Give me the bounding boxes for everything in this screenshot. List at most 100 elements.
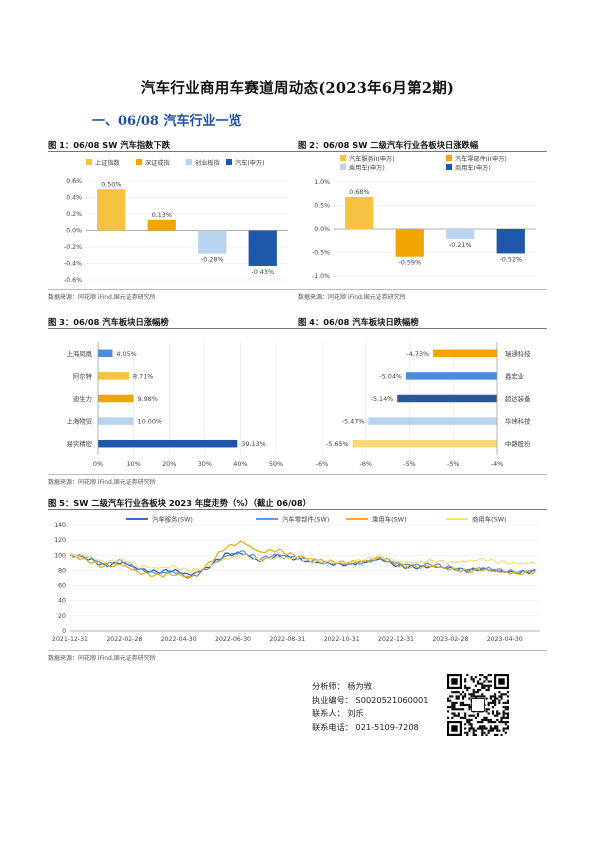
category-label: 阿尔特 xyxy=(73,371,93,380)
qr-module xyxy=(455,708,458,711)
qr-module xyxy=(491,727,495,730)
qr-module xyxy=(453,691,456,694)
qr-module xyxy=(470,695,473,698)
qr-module xyxy=(468,714,471,717)
qr-module xyxy=(506,695,509,698)
qr-module xyxy=(466,733,469,736)
data-label: 8.71% xyxy=(133,372,153,380)
data-label: 10.00% xyxy=(138,418,162,426)
qr-module xyxy=(487,703,490,707)
legend-label: 汽车零部件(SW) xyxy=(282,515,329,524)
y-tick-label: -0.2% xyxy=(64,244,82,251)
qr-module xyxy=(470,723,473,726)
y-tick-label: 60 xyxy=(58,583,66,590)
legend-swatch xyxy=(340,155,346,161)
x-tick-label: 30% xyxy=(198,460,212,468)
qr-module xyxy=(500,695,503,698)
qr-module xyxy=(481,718,484,722)
qr-module xyxy=(498,712,501,715)
x-tick-label: 2023-02-28 xyxy=(432,636,468,643)
bar xyxy=(395,229,424,257)
qr-module xyxy=(474,676,477,679)
qr-module xyxy=(498,721,501,724)
category-label: 鑫宏业 xyxy=(505,371,525,380)
category-label: 中路股份 xyxy=(505,439,531,448)
qr-module xyxy=(449,706,452,709)
qr-module xyxy=(489,695,492,698)
qr-module xyxy=(483,680,486,683)
qr-module xyxy=(485,688,488,692)
y-tick-label: 0.0% xyxy=(314,226,330,233)
qr-module xyxy=(494,703,497,707)
qr-module xyxy=(479,727,482,730)
qr-module xyxy=(451,716,454,719)
qr-module xyxy=(489,701,492,704)
bar xyxy=(397,394,497,403)
qr-module xyxy=(481,721,484,724)
qr-module xyxy=(491,699,495,702)
qr-module xyxy=(479,725,482,728)
qr-module xyxy=(506,708,509,711)
qr-module xyxy=(504,716,507,719)
qr-module xyxy=(496,714,499,717)
qr-module xyxy=(479,682,482,685)
qr-module xyxy=(491,729,495,732)
legend-swatch xyxy=(446,155,452,161)
qr-module xyxy=(485,697,488,700)
qr-module xyxy=(489,725,492,728)
qr-module xyxy=(487,686,490,689)
qr-module xyxy=(489,684,492,687)
qr-code-icon xyxy=(447,674,509,736)
qr-module xyxy=(474,733,477,736)
qr-module xyxy=(481,731,484,734)
qr-module xyxy=(461,703,465,707)
qr-module xyxy=(483,686,486,689)
qr-module xyxy=(491,695,495,698)
license-number: 执业编号： S0020521060001 xyxy=(312,694,429,705)
bar xyxy=(98,417,134,425)
qr-module xyxy=(489,674,492,677)
qr-module xyxy=(504,731,507,734)
qr-module xyxy=(504,727,507,730)
fig1-source: 数据来源：同花顺 iFind,国元证券研究所 xyxy=(48,294,156,301)
legend-label: 上证指数 xyxy=(95,159,121,167)
qr-module xyxy=(489,718,492,722)
qr-module xyxy=(487,680,490,683)
bar xyxy=(368,417,497,425)
legend-swatch xyxy=(186,159,192,165)
qr-module xyxy=(506,712,509,715)
qr-module xyxy=(500,721,503,724)
qr-module xyxy=(459,703,462,707)
qr-module xyxy=(464,693,467,696)
qr-module xyxy=(476,714,480,717)
x-tick-label: 2021-12-31 xyxy=(52,636,88,643)
bar xyxy=(147,219,176,231)
qr-module xyxy=(506,716,509,719)
y-tick-label: 120 xyxy=(54,537,66,544)
qr-module xyxy=(494,699,497,702)
y-tick-label: 0.6% xyxy=(66,178,82,185)
bar xyxy=(406,372,497,380)
fig3-source: 数据来源：同花顺 iFind,国元证券研究所 xyxy=(48,479,156,486)
qr-module xyxy=(487,729,490,732)
qr-module xyxy=(464,723,467,726)
qr-module xyxy=(455,701,458,704)
qr-module xyxy=(481,729,484,732)
data-label: -0.52% xyxy=(499,255,522,263)
qr-module xyxy=(453,708,456,711)
qr-module xyxy=(502,729,505,732)
legend-swatch xyxy=(86,159,92,165)
fig2-rule xyxy=(298,151,547,152)
qr-module xyxy=(498,695,501,698)
qr-module xyxy=(496,712,499,715)
qr-module xyxy=(481,693,484,696)
qr-module xyxy=(500,716,503,719)
qr-module xyxy=(481,686,484,689)
qr-module xyxy=(502,701,505,704)
qr-module xyxy=(498,691,501,694)
qr-module xyxy=(487,708,490,711)
qr-module xyxy=(491,712,495,715)
fig1-bottom-rule xyxy=(48,289,298,290)
qr-module xyxy=(485,678,488,681)
category-label: 上海物贸 xyxy=(66,417,92,426)
